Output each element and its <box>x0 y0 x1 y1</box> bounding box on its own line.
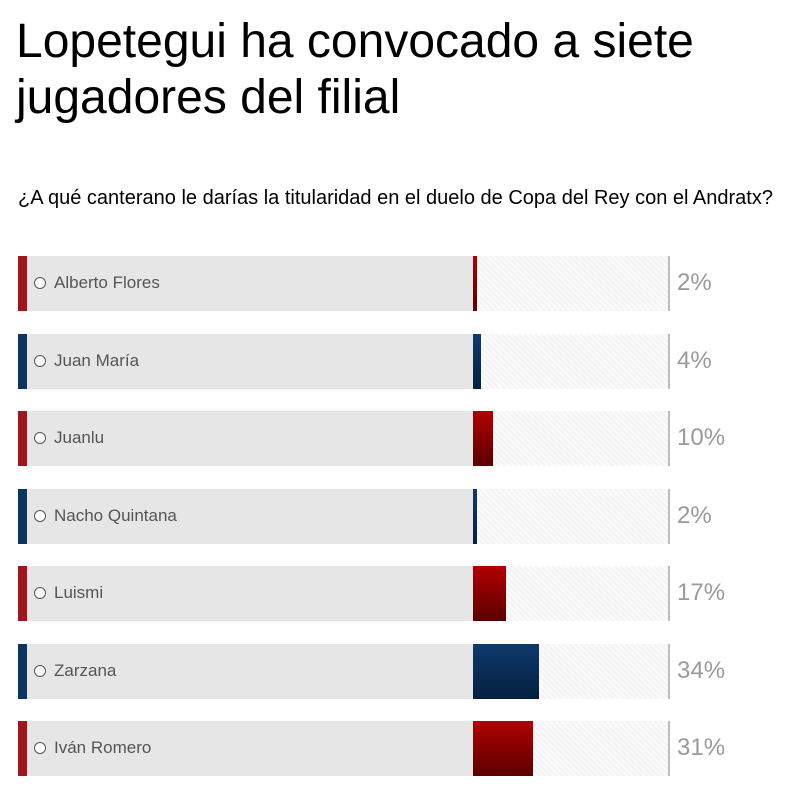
option-accent <box>18 411 27 466</box>
result-bar-fill <box>473 488 477 544</box>
poll-option-juan-maria[interactable]: Juan María 4% <box>18 333 778 389</box>
option-accent <box>18 256 27 311</box>
option-label: Zarzana <box>54 660 117 680</box>
result-bar-track <box>473 333 670 389</box>
result-percent: 34% <box>677 656 726 684</box>
result-percent: 17% <box>677 579 726 606</box>
option-accent <box>18 488 27 544</box>
result-bar-track <box>473 566 670 621</box>
poll-option-luismi[interactable]: Luismi 17% <box>18 566 778 621</box>
option-label: Luismi <box>54 583 104 602</box>
result-bar-track <box>473 411 670 466</box>
result-percent: 2% <box>677 269 712 296</box>
option-label: Nacho Quintana <box>54 505 177 525</box>
article-headline: Lopetegui ha convocado a siete jugadores… <box>16 15 694 124</box>
result-bar-fill <box>473 256 477 311</box>
poll-option-ivan-romero[interactable]: Iván Romero 31% <box>18 721 778 776</box>
option-accent <box>18 333 27 389</box>
result-bar-track <box>473 643 670 699</box>
result-percent: 10% <box>677 424 726 451</box>
option-label: Alberto Flores <box>54 273 160 292</box>
radio-button[interactable] <box>34 509 46 522</box>
result-bar-track <box>473 488 670 544</box>
option-label: Juanlu <box>54 428 105 447</box>
radio-button[interactable] <box>34 664 46 677</box>
poll-option-nacho-quintana[interactable]: Nacho Quintana 2% <box>18 488 778 544</box>
result-percent: 31% <box>677 734 726 761</box>
poll-question: ¿A qué canterano le darías la titularida… <box>18 187 773 209</box>
result-bar-fill <box>473 721 533 776</box>
radio-button[interactable] <box>34 432 46 444</box>
option-label-area[interactable]: Zarzana <box>27 643 473 699</box>
result-bar-fill <box>473 566 506 621</box>
option-label: Iván Romero <box>54 738 152 757</box>
poll-options: Alberto Flores 2% Juan María 4% Juanlu 1… <box>18 256 778 799</box>
result-bar-fill <box>473 333 481 389</box>
result-bar-fill <box>473 411 493 466</box>
poll-option-juanlu[interactable]: Juanlu 10% <box>18 411 778 466</box>
result-bar-fill <box>473 643 539 699</box>
option-label-area[interactable]: Nacho Quintana <box>27 488 473 544</box>
option-label: Juan María <box>54 350 140 370</box>
option-accent <box>18 721 27 776</box>
result-percent: 4% <box>677 346 712 374</box>
option-label-area[interactable]: Juan María <box>27 333 473 389</box>
radio-button[interactable] <box>34 277 46 289</box>
poll-option-zarzana[interactable]: Zarzana 34% <box>18 643 778 699</box>
radio-button[interactable] <box>34 587 46 599</box>
option-label-area[interactable]: Iván Romero <box>27 721 473 776</box>
option-label-area[interactable]: Juanlu <box>27 411 473 466</box>
option-label-area[interactable]: Alberto Flores <box>27 256 473 311</box>
result-percent: 2% <box>677 501 712 529</box>
result-bar-track <box>473 256 670 311</box>
radio-button[interactable] <box>34 742 46 754</box>
option-accent <box>18 566 27 621</box>
radio-button[interactable] <box>34 354 46 367</box>
result-bar-track <box>473 721 670 776</box>
poll-option-alberto-flores[interactable]: Alberto Flores 2% <box>18 256 778 311</box>
option-accent <box>18 643 27 699</box>
option-label-area[interactable]: Luismi <box>27 566 473 621</box>
